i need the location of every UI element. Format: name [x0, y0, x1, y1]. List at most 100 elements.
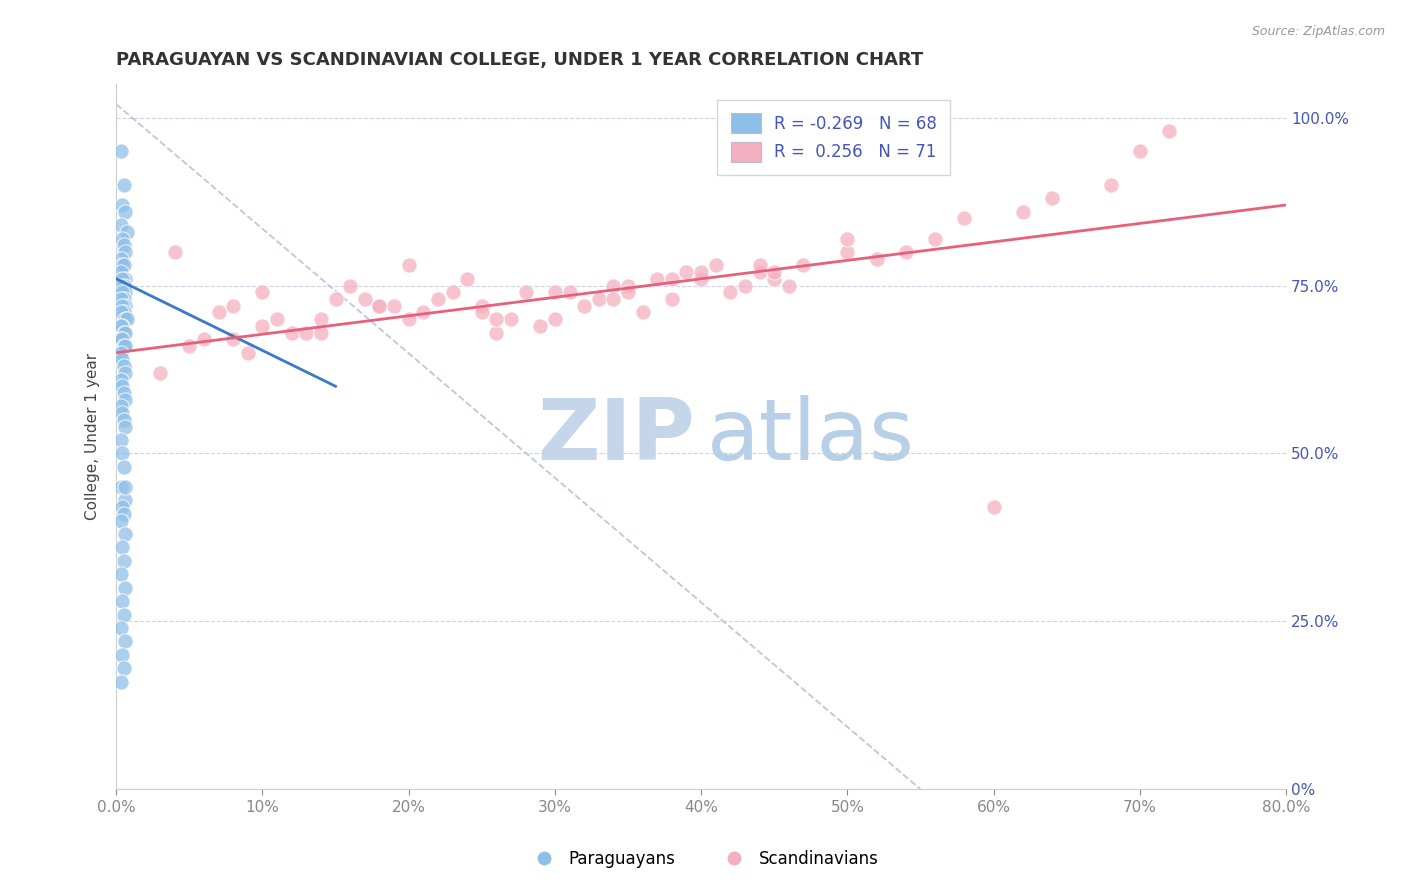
Point: [112, 507, 135, 521]
Point: [704, 259, 727, 273]
Point: [111, 318, 134, 333]
Point: [111, 299, 134, 313]
Point: [602, 278, 624, 293]
Point: [111, 406, 134, 420]
Point: [1011, 204, 1033, 219]
Point: [865, 252, 887, 266]
Point: [149, 366, 172, 380]
Point: [266, 312, 288, 326]
Point: [110, 265, 132, 279]
Point: [111, 198, 134, 212]
Point: [617, 285, 640, 300]
Point: [426, 292, 449, 306]
Point: [983, 500, 1005, 515]
Legend: Paraguayans, Scandinavians: Paraguayans, Scandinavians: [520, 844, 886, 875]
Point: [748, 265, 770, 279]
Point: [441, 285, 464, 300]
Point: [252, 285, 274, 300]
Point: [112, 259, 135, 273]
Point: [456, 272, 478, 286]
Point: [111, 352, 134, 367]
Point: [110, 621, 132, 635]
Point: [111, 648, 134, 662]
Y-axis label: College, Under 1 year: College, Under 1 year: [86, 353, 100, 520]
Text: ZIP: ZIP: [537, 395, 696, 478]
Point: [110, 145, 132, 159]
Point: [112, 459, 135, 474]
Point: [114, 493, 136, 508]
Point: [645, 272, 668, 286]
Point: [114, 299, 136, 313]
Point: [763, 272, 786, 286]
Point: [112, 607, 135, 622]
Point: [114, 366, 136, 380]
Point: [112, 238, 135, 252]
Point: [953, 211, 976, 226]
Point: [572, 299, 595, 313]
Point: [368, 299, 391, 313]
Point: [111, 446, 134, 460]
Point: [114, 419, 136, 434]
Point: [544, 312, 567, 326]
Point: [110, 252, 132, 266]
Point: [114, 326, 136, 340]
Point: [114, 244, 136, 259]
Point: [111, 231, 134, 245]
Point: [193, 332, 215, 346]
Point: [398, 259, 420, 273]
Point: [115, 225, 138, 239]
Point: [114, 312, 136, 326]
Point: [114, 634, 136, 648]
Point: [734, 278, 756, 293]
Point: [114, 392, 136, 407]
Point: [110, 400, 132, 414]
Text: Source: ZipAtlas.com: Source: ZipAtlas.com: [1251, 25, 1385, 38]
Point: [295, 326, 318, 340]
Point: [353, 292, 375, 306]
Point: [111, 272, 134, 286]
Point: [110, 218, 132, 232]
Point: [112, 359, 135, 373]
Point: [163, 244, 186, 259]
Text: atlas: atlas: [707, 395, 915, 478]
Point: [110, 305, 132, 319]
Point: [325, 292, 347, 306]
Point: [110, 278, 132, 293]
Point: [112, 413, 135, 427]
Point: [309, 312, 332, 326]
Point: [114, 581, 136, 595]
Point: [112, 292, 135, 306]
Point: [690, 272, 713, 286]
Point: [763, 265, 786, 279]
Point: [115, 312, 138, 326]
Point: [114, 480, 136, 494]
Point: [718, 285, 741, 300]
Point: [924, 231, 946, 245]
Point: [368, 299, 391, 313]
Point: [588, 292, 610, 306]
Point: [280, 326, 302, 340]
Legend: R = -0.269   N = 68, R =  0.256   N = 71: R = -0.269 N = 68, R = 0.256 N = 71: [717, 100, 950, 175]
Point: [114, 339, 136, 353]
Point: [661, 272, 683, 286]
Point: [252, 318, 274, 333]
Point: [602, 292, 624, 306]
Point: [110, 480, 132, 494]
Point: [111, 541, 134, 555]
Point: [111, 594, 134, 608]
Point: [112, 339, 135, 353]
Point: [792, 259, 814, 273]
Point: [499, 312, 522, 326]
Point: [339, 278, 361, 293]
Point: [837, 231, 859, 245]
Point: [471, 299, 494, 313]
Point: [382, 299, 405, 313]
Point: [778, 278, 800, 293]
Point: [529, 318, 551, 333]
Point: [112, 386, 135, 401]
Point: [114, 272, 136, 286]
Point: [110, 345, 132, 359]
Point: [748, 259, 770, 273]
Point: [309, 326, 332, 340]
Point: [485, 326, 508, 340]
